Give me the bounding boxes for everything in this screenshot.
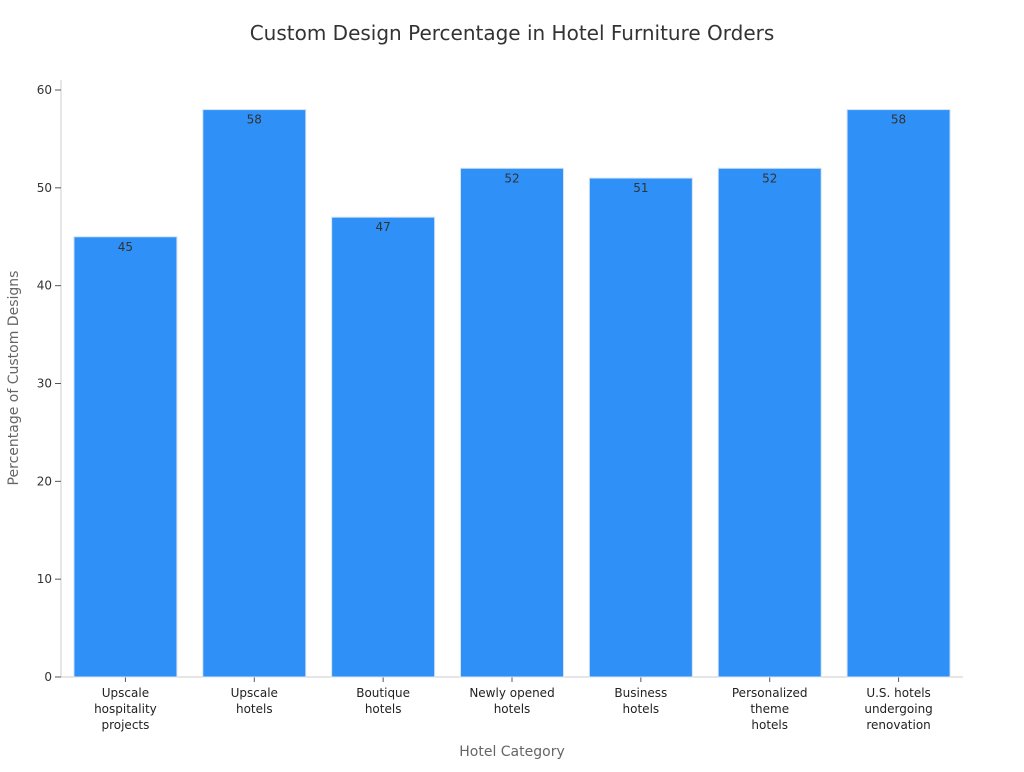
y-tick-label: 20	[37, 474, 52, 488]
y-tick-label: 50	[37, 181, 52, 195]
x-tick-label-line: Upscale	[231, 686, 278, 700]
data-label: 52	[762, 171, 777, 185]
x-tick-label-line: Newly opened	[469, 686, 554, 700]
x-tick-label: Boutique hotels	[356, 686, 410, 716]
bar	[73, 236, 178, 678]
data-label: 58	[891, 113, 906, 127]
x-tick-label: Upscale hospitality projects	[94, 686, 157, 732]
x-tick-label-line: renovation	[866, 718, 930, 732]
y-tick-label: 60	[37, 83, 52, 97]
bar	[202, 109, 307, 678]
x-tick-label-line: hotels	[494, 702, 531, 716]
x-tick-label-line: undergoing	[864, 702, 932, 716]
x-tick-label-line: Upscale	[102, 686, 149, 700]
bar	[588, 177, 693, 678]
x-tick-label: U.S. hotels undergoing renovation	[864, 686, 932, 732]
x-tick-label-line: Boutique	[356, 686, 410, 700]
bar	[331, 216, 436, 678]
y-axis-label: Percentage of Custom Designs	[6, 271, 22, 486]
x-tick-label: Personalized theme hotels	[732, 686, 808, 732]
bar	[717, 167, 822, 678]
x-tick-label-line: projects	[101, 718, 149, 732]
x-tick-label-line: hospitality	[94, 702, 157, 716]
y-tick-label: 10	[37, 572, 52, 586]
x-axis-label: Hotel Category	[459, 744, 565, 760]
x-tick-label-line: Personalized	[732, 686, 808, 700]
data-label: 45	[118, 240, 133, 254]
y-tick-label: 0	[44, 670, 52, 684]
x-tick-label-line: Business	[614, 686, 667, 700]
data-label: 51	[633, 181, 648, 195]
x-tick-label-line: hotels	[365, 702, 402, 716]
data-label: 52	[504, 171, 519, 185]
bars	[73, 109, 951, 678]
data-label: 58	[247, 113, 262, 127]
bar	[460, 167, 564, 678]
x-tick-label: Upscale hotels	[231, 686, 278, 716]
x-tick-label: Business hotels	[614, 686, 667, 716]
y-tick-label: 40	[37, 279, 52, 293]
y-tick-label: 30	[37, 377, 52, 391]
x-tick-label-line: hotels	[751, 718, 788, 732]
x-tick-label: Newly opened hotels	[469, 686, 554, 716]
bar	[846, 109, 951, 678]
x-tick-label-line: hotels	[236, 702, 273, 716]
x-tick-label-line: theme	[750, 702, 789, 716]
chart-title: Custom Design Percentage in Hotel Furnit…	[250, 21, 775, 45]
x-tick-label-line: hotels	[623, 702, 660, 716]
data-labels: 45 58 47 52 51 52 58	[118, 113, 906, 254]
x-tick-label-line: U.S. hotels	[866, 686, 930, 700]
data-label: 47	[376, 220, 391, 234]
